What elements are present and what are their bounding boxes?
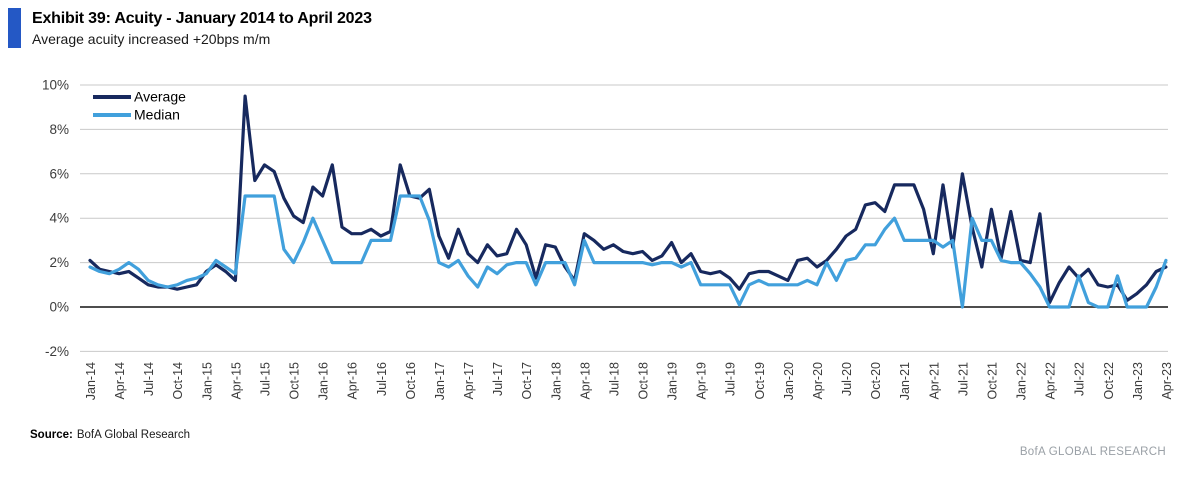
- x-tick-label: Oct-20: [869, 362, 883, 400]
- x-tick-label: Jan-22: [1015, 362, 1029, 400]
- exhibit-header: Exhibit 39: Acuity - January 2014 to Apr…: [8, 8, 372, 48]
- x-tick-label: Oct-18: [637, 362, 651, 400]
- x-tick-label: Jan-15: [200, 362, 214, 400]
- y-tick-label: -2%: [45, 344, 69, 359]
- x-tick-label: Oct-17: [520, 362, 534, 400]
- x-tick-label: Oct-21: [985, 362, 999, 400]
- x-tick-label: Jul-18: [607, 362, 621, 396]
- title-block: Exhibit 39: Acuity - January 2014 to Apr…: [32, 8, 372, 48]
- x-tick-label: Apr-17: [462, 362, 476, 400]
- page-subtitle: Average acuity increased +20bps m/m: [32, 30, 271, 47]
- source-text: BofA Global Research: [76, 429, 190, 441]
- y-tick-label: 2%: [49, 255, 69, 270]
- source-line: Source: BofA Global Research: [30, 429, 190, 441]
- x-tick-label: Oct-16: [404, 362, 418, 400]
- legend-median-label: Median: [134, 107, 180, 123]
- x-tick-label: Apr-22: [1044, 362, 1058, 400]
- x-tick-label: Apr-18: [578, 362, 592, 400]
- x-tick-label: Jul-20: [840, 362, 854, 396]
- y-tick-label: 0%: [49, 300, 69, 315]
- x-tick-label: Jan-18: [549, 362, 563, 400]
- x-tick-label: Jan-14: [84, 362, 98, 400]
- brand-text: BofA GLOBAL RESEARCH: [1019, 446, 1166, 458]
- source-label: Source:: [30, 429, 73, 441]
- legend-average-label: Average: [134, 89, 186, 105]
- y-tick-label: 6%: [49, 166, 69, 181]
- x-tick-label: Apr-14: [113, 362, 127, 400]
- y-tick-label: 4%: [49, 211, 69, 226]
- x-tick-label: Jul-16: [375, 362, 389, 396]
- median-line: [88, 194, 1168, 309]
- x-tick-label: Jan-16: [317, 362, 331, 400]
- x-tick-label: Jul-19: [724, 362, 738, 396]
- x-tick-label: Jul-17: [491, 362, 505, 396]
- x-tick-label: Apr-19: [695, 362, 709, 400]
- acuity-line-chart: 10% 8% 6% 4% 2% 0% -2% Jan-14 Apr-14 Jul-14 Oct-14…: [42, 78, 1174, 401]
- x-tick-label: Oct-15: [288, 362, 302, 400]
- x-tick-label: Oct-14: [171, 362, 185, 400]
- x-tick-label: Jan-21: [898, 362, 912, 400]
- x-tick-label: Jul-14: [142, 362, 156, 396]
- x-tick-label: Jan-19: [666, 362, 680, 400]
- title-accent-bar: [8, 8, 21, 48]
- x-tick-label: Apr-20: [811, 362, 825, 400]
- x-tick-label: Jul-22: [1073, 362, 1087, 396]
- x-tick-label: Jan-17: [433, 362, 447, 400]
- x-tick-label: Apr-21: [927, 362, 941, 400]
- x-tick-label: Apr-15: [229, 362, 243, 400]
- y-tick-label: 8%: [49, 122, 69, 137]
- x-tick-label: Oct-22: [1102, 362, 1116, 400]
- x-tick-label: Oct-19: [753, 362, 767, 400]
- x-tick-label: Jan-20: [782, 362, 796, 400]
- page-title: Exhibit 39: Acuity - January 2014 to Apr…: [32, 10, 372, 27]
- x-tick-label: Apr-16: [346, 362, 360, 400]
- x-tick-label: Jan-23: [1131, 362, 1145, 400]
- y-tick-label: 10%: [42, 78, 69, 93]
- x-tick-label: Jul-15: [259, 362, 273, 396]
- x-tick-label: Apr-23: [1160, 362, 1174, 400]
- average-line: [88, 94, 1168, 305]
- x-tick-label: Jul-21: [956, 362, 970, 396]
